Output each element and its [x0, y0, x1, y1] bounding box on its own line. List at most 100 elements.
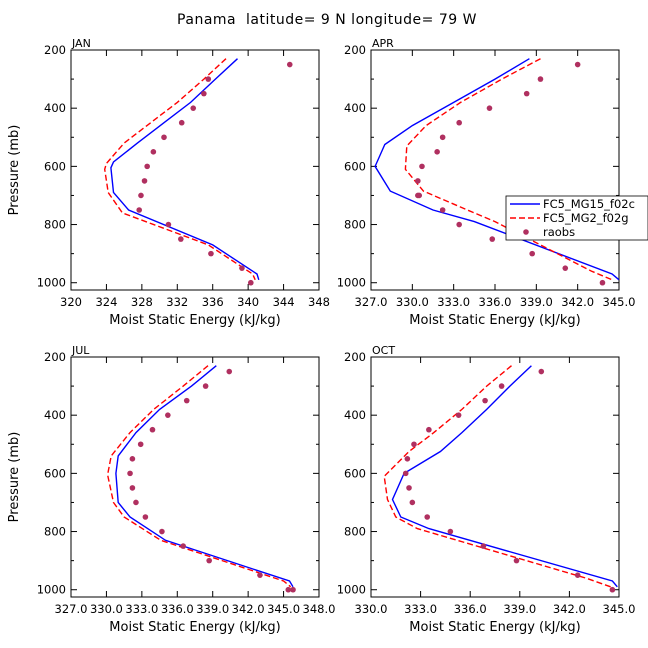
y-tick-label: 800: [44, 218, 66, 232]
raobs-point: [529, 250, 535, 257]
raobs-point: [137, 441, 144, 448]
raobs-point: [537, 76, 544, 82]
raobs-point: [455, 412, 462, 418]
series-line-fc5-mg15: [110, 58, 260, 281]
panel-oct: OCT 200 400 600 800 1000 330.0 333.0 336.0 339.0 3…: [337, 344, 636, 635]
plot-frame: [70, 49, 320, 291]
raobs-point: [538, 368, 545, 375]
raobs-point: [404, 456, 411, 462]
raobs-point: [411, 441, 417, 448]
x-tick-label: 333.0: [125, 602, 158, 616]
raobs-point: [257, 572, 263, 578]
raobs-point: [150, 149, 157, 155]
raobs-point: [201, 90, 207, 97]
x-axis-label: Moist Static Energy (kJ/kg): [109, 313, 280, 328]
raobs-point: [141, 178, 148, 184]
y-tick-label: 400: [344, 101, 366, 115]
x-axis-label: Moist Static Energy (kJ/kg): [409, 620, 580, 635]
x-tick-label: 336.0: [479, 295, 512, 309]
legend-label: raobs: [543, 225, 575, 239]
raobs-point: [159, 528, 165, 535]
raobs-point: [286, 61, 293, 68]
raobs-point: [574, 61, 581, 68]
raobs-point: [599, 279, 606, 286]
panels: JAN 200 400 600 800 1000 320 324 328 332 336 340 344…: [7, 37, 635, 635]
series-line-fc5-mg2: [103, 58, 256, 281]
y-tick-label: 800: [44, 525, 66, 539]
raobs-point: [439, 134, 446, 141]
raobs-point: [482, 397, 488, 404]
raobs-point: [523, 90, 530, 97]
x-tick-label: 342.0: [561, 295, 594, 309]
raobs-point: [290, 586, 296, 593]
raobs-point: [439, 207, 446, 213]
raobs-point: [402, 470, 409, 477]
x-tick-label: 330.0: [90, 602, 123, 616]
x-tick-label: 339.0: [503, 602, 536, 616]
x-tick-label: 342.0: [232, 602, 265, 616]
raobs-point: [183, 397, 190, 404]
x-tick-label: 332: [166, 295, 188, 309]
x-tick-label: 336: [202, 295, 224, 309]
x-axis-label: Moist Static Energy (kJ/kg): [409, 313, 580, 328]
raobs-point: [456, 119, 462, 126]
y-tick-label: 600: [44, 159, 66, 173]
raobs-point: [133, 499, 139, 506]
raobs-point: [416, 192, 423, 199]
legend-marker-raobs: [523, 229, 529, 235]
x-tick-label: 345.0: [603, 602, 636, 616]
raobs-point: [489, 236, 496, 242]
panel-title: JUL: [71, 344, 90, 357]
raobs-point: [480, 543, 487, 549]
series-line-fc5-mg15: [374, 58, 619, 281]
y-tick-label: 1000: [37, 583, 66, 597]
raobs-point: [456, 221, 462, 228]
x-tick-label: 339.0: [196, 602, 229, 616]
plot-area: [374, 58, 619, 286]
x-tick-label: 339.0: [520, 295, 553, 309]
raobs-point: [434, 149, 440, 155]
figure-title: Panama latitude= 9 N longitude= 79 W: [177, 12, 477, 28]
raobs-point: [562, 265, 569, 271]
raobs-point: [498, 383, 505, 389]
panel-title: APR: [372, 37, 394, 50]
raobs-point: [136, 207, 142, 213]
series-line-fc5-mg2: [404, 58, 613, 281]
legend-label: FC5_MG15_f02c: [543, 197, 635, 211]
raobs-point: [127, 470, 133, 477]
x-tick-label: 333.0: [437, 295, 470, 309]
x-tick-label: 333.0: [404, 602, 437, 616]
raobs-point: [138, 192, 144, 199]
series-line-fc5-mg2: [106, 365, 292, 588]
raobs-point: [248, 279, 254, 286]
raobs-point: [285, 586, 292, 593]
y-tick-label: 600: [44, 466, 66, 480]
plot-frame: [70, 356, 320, 598]
x-tick-label: 340: [237, 295, 259, 309]
raobs-point: [426, 426, 432, 433]
panel-apr: APR 200 400 600 800 1000 327.0 330.0 333.0 336.0 3…: [337, 37, 636, 328]
y-tick-label: 200: [344, 350, 366, 364]
raobs-point: [206, 557, 212, 564]
raobs-point: [129, 485, 136, 491]
y-tick-label: 400: [44, 101, 66, 115]
raobs-point: [226, 368, 233, 375]
y-tick-label: 800: [344, 525, 366, 539]
raobs-point: [149, 426, 156, 433]
y-tick-label: 1000: [337, 583, 366, 597]
plot-area: [106, 365, 296, 593]
panel-title: JAN: [71, 37, 91, 50]
x-tick-label: 342.0: [553, 602, 586, 616]
raobs-point: [419, 163, 425, 170]
raobs-point: [609, 586, 616, 593]
legend-label: FC5_MG2_f02g: [543, 211, 629, 225]
raobs-point: [574, 572, 581, 578]
x-tick-label: 336.0: [454, 602, 487, 616]
y-tick-label: 200: [44, 350, 66, 364]
y-tick-label: 400: [44, 408, 66, 422]
raobs-point: [513, 557, 520, 564]
raobs-point: [205, 76, 212, 82]
